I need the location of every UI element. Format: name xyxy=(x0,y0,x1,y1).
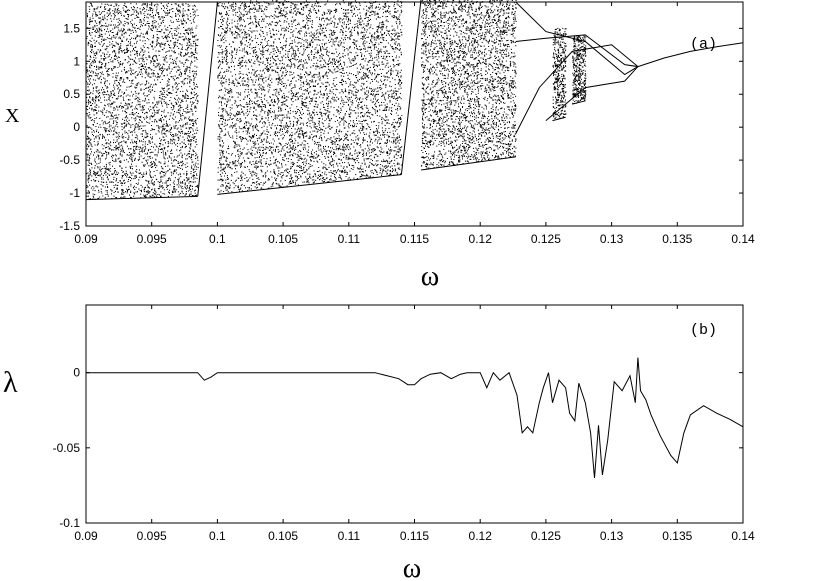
panel-a-x-tick-label: 0.11 xyxy=(338,232,361,246)
panel-b-x-tick-label: 0.14 xyxy=(731,529,755,543)
periodic-branch xyxy=(515,44,639,135)
panel-b-x-tick-label: 0.115 xyxy=(400,529,429,543)
panel-b-x-tick-label: 0.095 xyxy=(137,529,167,543)
chaotic-band xyxy=(217,0,403,193)
chaotic-band xyxy=(86,2,199,200)
panel-a-tag: (a) xyxy=(690,36,717,53)
band-lower-edge xyxy=(421,156,516,171)
panel-a-y-tick-label: -1 xyxy=(69,186,80,200)
chaotic-band xyxy=(572,34,587,105)
panel-b-x-tick-label: 0.13 xyxy=(600,529,624,543)
panel-a-y-tick-label: -1.5 xyxy=(59,219,80,233)
panel-a-x-tick-label: 0.135 xyxy=(662,232,692,246)
panel-b-x-label: ω xyxy=(403,553,421,581)
periodic-branches xyxy=(197,0,744,197)
periodic-branch xyxy=(515,34,638,68)
panel-b-y-tick-label: -0.1 xyxy=(59,516,80,530)
periodic-branch xyxy=(637,42,744,68)
panel-b-x-ticks: 0.09 0.095 0.1 0.105 0.11 0.115 0.12 0.125 0.13 0… xyxy=(74,305,755,543)
panel-a-x-tick-label: 0.1 xyxy=(209,232,226,246)
panel-b-x-tick-label: 0.09 xyxy=(74,529,98,543)
chaotic-band xyxy=(421,0,517,169)
panel-a-y-tick-label: 1 xyxy=(73,54,80,68)
periodic-branch xyxy=(545,66,639,121)
panel-a-x-tick-label: 0.13 xyxy=(600,232,624,246)
panel-a-y-tick-label: -0.5 xyxy=(59,153,80,167)
panel-a-x-tick-label: 0.125 xyxy=(531,232,561,246)
panel-a: 0.09 0.095 0.1 0.105 0.11 0.115 0.12 0.125 0.13 0… xyxy=(5,0,755,292)
lyapunov-series-line xyxy=(86,357,744,478)
panel-a-x-label: ω xyxy=(421,261,439,292)
band-lower-edge xyxy=(572,100,586,105)
panel-a-x-tick-label: 0.115 xyxy=(400,232,429,246)
band-lower-edge xyxy=(552,116,566,122)
panel-a-y-label: X xyxy=(5,105,20,127)
panel-a-y-tick-label: 1.5 xyxy=(63,21,80,35)
panel-b: 0.09 0.095 0.1 0.105 0.11 0.115 0.12 0.125 0.13 0… xyxy=(3,304,755,581)
panel-a-x-tick-label: 0.105 xyxy=(268,232,298,246)
panel-b-tag: (b) xyxy=(690,322,717,339)
band-lower-edge xyxy=(85,195,198,201)
periodic-branch xyxy=(515,1,639,76)
panel-a-x-tick-label: 0.14 xyxy=(731,232,755,246)
panel-a-frame xyxy=(85,1,744,227)
panel-b-y-tick-label: 0 xyxy=(73,366,80,380)
panel-b-x-tick-label: 0.12 xyxy=(469,529,493,543)
panel-a-x-tick-label: 0.095 xyxy=(137,232,167,246)
panel-a-x-tick-label: 0.12 xyxy=(469,232,493,246)
periodic-branch xyxy=(400,0,422,175)
panel-a-y-tick-label: 0 xyxy=(73,120,80,134)
panel-b-y-ticks: -0.1 -0.05 0 xyxy=(53,366,743,530)
panel-b-x-tick-label: 0.125 xyxy=(531,529,561,543)
panel-a-x-ticks: 0.09 0.095 0.1 0.105 0.11 0.115 0.12 0.125 0.13 0… xyxy=(74,2,755,246)
band-lower-edge xyxy=(217,174,402,195)
panel-b-frame xyxy=(85,304,744,524)
panel-b-x-tick-label: 0.1 xyxy=(209,529,226,543)
panel-b-x-tick-label: 0.105 xyxy=(268,529,298,543)
panel-b-x-tick-label: 0.11 xyxy=(338,529,361,543)
panel-b-x-tick-label: 0.135 xyxy=(662,529,692,543)
panel-b-y-label: λ xyxy=(3,366,18,399)
panel-b-y-tick-label: -0.05 xyxy=(53,441,81,455)
panel-a-y-ticks: -1.5 -1 -0.5 0 0.5 1 1.5 xyxy=(59,21,743,233)
panel-a-y-tick-label: 0.5 xyxy=(63,87,80,101)
panel-a-x-tick-label: 0.09 xyxy=(74,232,98,246)
chaotic-band xyxy=(552,27,567,120)
bifurcation-points xyxy=(85,0,587,201)
periodic-branch xyxy=(197,1,218,197)
